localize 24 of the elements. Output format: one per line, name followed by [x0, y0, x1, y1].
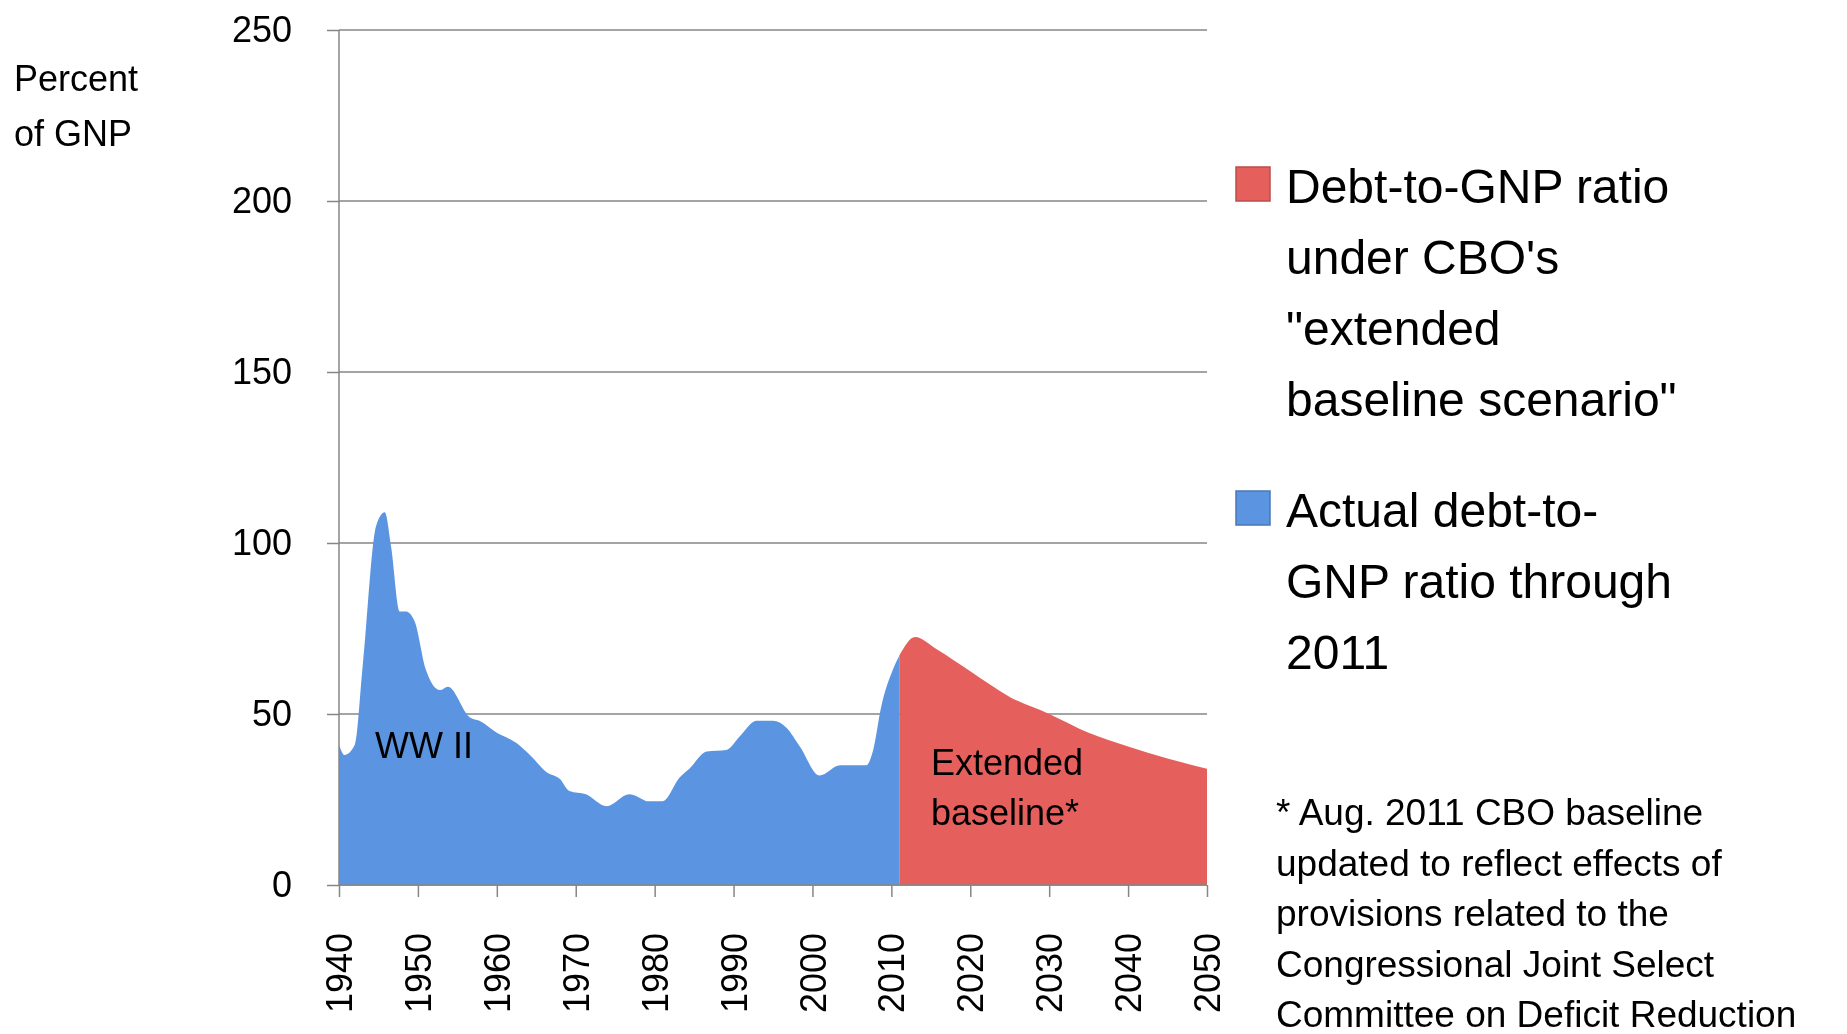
text: * Aug. 2011 CBO baseline updated to reflect effects of provisions related to the Congressional Joint Select Committee on Deficit Reduction [1276, 792, 1797, 1034]
annotation: Extended baseline* [931, 742, 1084, 833]
x-tick-label: 2050 [1187, 933, 1229, 1014]
x-tick-label: 1980 [634, 933, 676, 1014]
legend-label: Debt-to-GNP ratio under CBO's "extended baseline scenario" [1286, 160, 1677, 426]
x-tick-label: 1990 [713, 933, 755, 1014]
x-tick-label: 1950 [398, 933, 440, 1014]
x-tick-label: 1960 [476, 933, 518, 1014]
x-tick-label: 2000 [792, 933, 834, 1014]
x-tick-label: 2040 [1108, 933, 1150, 1014]
y-tick-label: 150 [231, 351, 292, 393]
x-tick-label: 1940 [319, 933, 361, 1014]
y-tick-label: 100 [231, 522, 292, 564]
x-tick-label: 1970 [555, 933, 597, 1014]
y-axis-title: Percent of GNP [14, 58, 139, 154]
x-tick-label: 2030 [1029, 933, 1071, 1014]
y-tick-label: 200 [231, 180, 292, 222]
legend-label: Actual debt-to-GNP ratio through 2011 [1286, 484, 1672, 679]
x-tick-label: 2010 [871, 933, 913, 1014]
y-tick-label: 50 [251, 693, 292, 735]
x-tick-label: 2020 [950, 933, 992, 1014]
y-tick-label: 0 [271, 864, 292, 906]
annotation: WW II [375, 725, 473, 766]
y-tick-label: 250 [231, 9, 292, 51]
